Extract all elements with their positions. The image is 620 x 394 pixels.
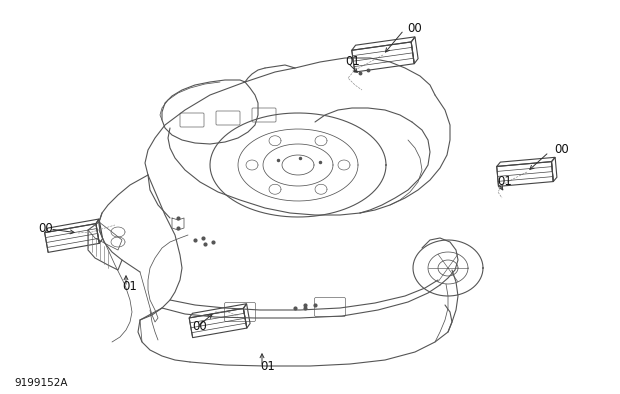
Text: 01: 01 <box>260 360 275 373</box>
Text: 9199152A: 9199152A <box>14 378 68 388</box>
Text: 00: 00 <box>192 320 206 333</box>
Text: 00: 00 <box>38 222 53 235</box>
Text: 00: 00 <box>407 22 422 35</box>
Text: 01: 01 <box>497 175 512 188</box>
Text: 01: 01 <box>345 55 360 68</box>
Text: 01: 01 <box>122 280 137 293</box>
Text: 00: 00 <box>554 143 569 156</box>
